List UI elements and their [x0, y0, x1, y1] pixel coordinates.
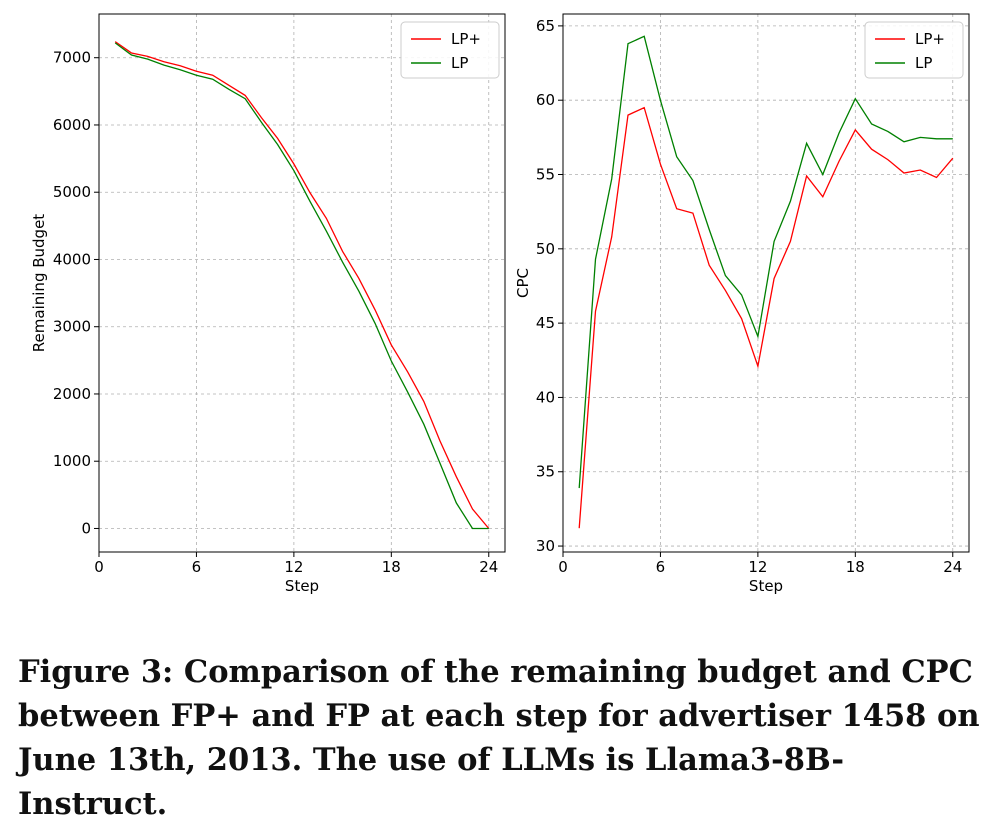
cpc-y-tick-label: 60	[536, 91, 555, 109]
budget-legend-label-lp: LP	[451, 54, 468, 72]
cpc-x-tick-label: 12	[748, 558, 767, 576]
budget-x-axis-title: Step	[285, 577, 319, 595]
budget-y-tick-label: 6000	[53, 116, 91, 134]
budget-y-tick-label: 3000	[53, 318, 91, 336]
budget-y-tick-label: 4000	[53, 250, 91, 268]
cpc-y-tick-label: 40	[536, 388, 555, 406]
budget-y-axis-title: Remaining Budget	[30, 214, 48, 352]
budget-x-tick-label: 24	[479, 558, 498, 576]
cpc-y-tick-label: 55	[536, 166, 555, 184]
cpc-series-lp-plus-line	[578, 106, 954, 529]
budget-series-lp-plus-line	[114, 41, 490, 529]
cpc-x-tick-label: 6	[656, 558, 666, 576]
budget-x-tick-label: 6	[192, 558, 202, 576]
budget-y-tick-label: 1000	[53, 452, 91, 470]
budget-x-tick-label: 18	[382, 558, 401, 576]
cpc-legend-label-lp: LP	[915, 54, 932, 72]
cpc-x-tick-label: 0	[558, 558, 568, 576]
charts-figure: 0 6 12 18 24 0 1000 2000 3000 4000 5000 6000 7000 Ste…	[30, 13, 970, 595]
budget-plot-frame	[98, 13, 506, 553]
budget-x-tick-label: 0	[94, 558, 104, 576]
figure-caption: Figure 3: Comparison of the remaining bu…	[18, 654, 980, 822]
budget-y-tick-label: 5000	[53, 183, 91, 201]
cpc-x-tick-label: 18	[846, 558, 865, 576]
cpc-plot-frame	[562, 13, 970, 553]
budget-legend-label-lp-plus: LP+	[451, 30, 481, 48]
budget-series-lp-line	[114, 42, 489, 530]
budget-y-tick-label: 7000	[53, 49, 91, 67]
cpc-y-tick-label: 35	[536, 463, 555, 481]
budget-y-tick-label: 0	[81, 519, 91, 537]
budget-legend-box	[400, 21, 500, 79]
cpc-series-lp-line	[578, 35, 953, 489]
cpc-y-axis-title: CPC	[514, 268, 532, 298]
cpc-legend-box	[864, 21, 964, 79]
cpc-y-tick-label: 65	[536, 17, 555, 35]
cpc-y-tick-label: 50	[536, 240, 555, 258]
budget-y-tick-label: 2000	[53, 385, 91, 403]
cpc-y-tick-label: 45	[536, 314, 555, 332]
cpc-legend-label-lp-plus: LP+	[915, 30, 945, 48]
cpc-x-tick-label: 24	[943, 558, 962, 576]
cpc-x-axis-title: Step	[749, 577, 783, 595]
cpc-y-tick-label: 30	[536, 537, 555, 555]
budget-x-tick-label: 12	[284, 558, 303, 576]
